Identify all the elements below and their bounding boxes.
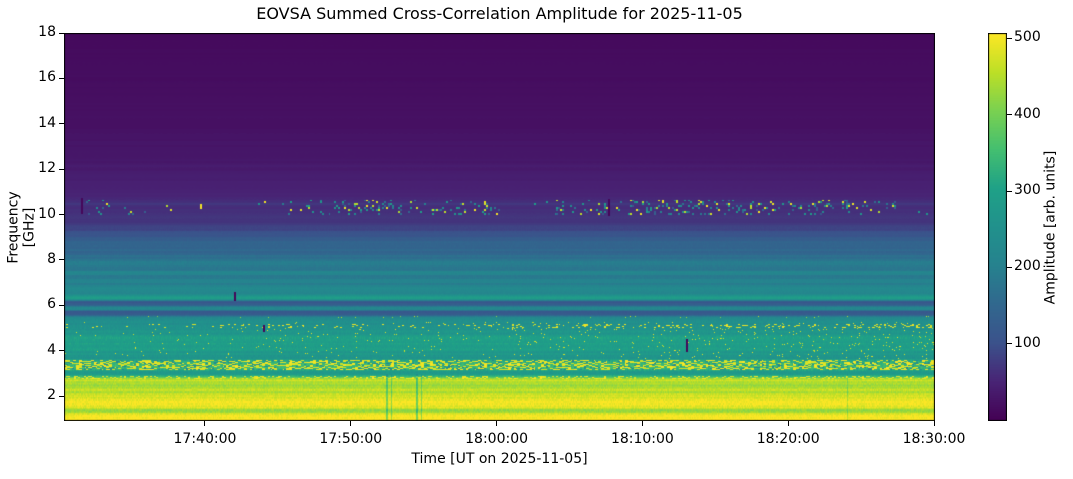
- x-tick-mark: [496, 421, 498, 426]
- y-tick-label: 4: [47, 341, 56, 358]
- y-tick-mark: [59, 168, 64, 170]
- colorbar-tick-label: 200: [1014, 258, 1041, 275]
- x-tick-label: 18:20:00: [756, 431, 820, 447]
- x-axis-label: Time [UT on 2025-11-05]: [411, 451, 588, 467]
- y-tick-mark: [59, 350, 64, 352]
- y-tick-label: 14: [38, 114, 56, 131]
- colorbar-tick-label: 300: [1014, 182, 1041, 198]
- colorbar-tick-mark: [1007, 343, 1012, 345]
- spectrogram-canvas: [64, 33, 935, 421]
- x-tick-mark: [350, 421, 352, 426]
- y-tick-mark: [59, 123, 64, 125]
- colorbar-tick-label: 400: [1014, 105, 1041, 122]
- x-tick-mark: [787, 421, 789, 426]
- chart-title: EOVSA Summed Cross-Correlation Amplitude…: [256, 4, 743, 23]
- y-tick-label: 8: [47, 250, 56, 267]
- y-tick-mark: [59, 32, 64, 34]
- x-tick-mark: [204, 421, 206, 426]
- y-tick-mark: [59, 304, 64, 306]
- x-tick-mark: [641, 421, 643, 426]
- colorbar-canvas: [988, 33, 1007, 421]
- y-tick-mark: [59, 395, 64, 397]
- colorbar-tick-label: 500: [1014, 29, 1041, 46]
- colorbar-label: Amplitude [arb. units]: [1042, 150, 1059, 305]
- x-tick-label: 18:30:00: [902, 431, 966, 447]
- y-tick-label: 10: [38, 205, 56, 222]
- y-tick-mark: [59, 259, 64, 261]
- y-tick-label: 12: [38, 160, 56, 177]
- colorbar-tick-label: 100: [1014, 334, 1041, 351]
- y-tick-label: 6: [47, 296, 56, 313]
- colorbar-tick-mark: [1007, 37, 1012, 39]
- x-tick-label: 17:50:00: [319, 431, 383, 447]
- x-tick-label: 17:40:00: [173, 431, 237, 447]
- y-tick-label: 2: [47, 387, 56, 404]
- colorbar-tick-mark: [1007, 266, 1012, 268]
- y-tick-label: 16: [38, 69, 56, 86]
- y-tick-mark: [59, 214, 64, 216]
- x-tick-mark: [933, 421, 935, 426]
- colorbar-tick-mark: [1007, 190, 1012, 192]
- y-tick-mark: [59, 77, 64, 79]
- colorbar-tick-mark: [1007, 114, 1012, 116]
- y-tick-label: 18: [38, 24, 56, 40]
- x-tick-label: 18:10:00: [610, 431, 674, 447]
- x-tick-label: 18:00:00: [465, 431, 529, 447]
